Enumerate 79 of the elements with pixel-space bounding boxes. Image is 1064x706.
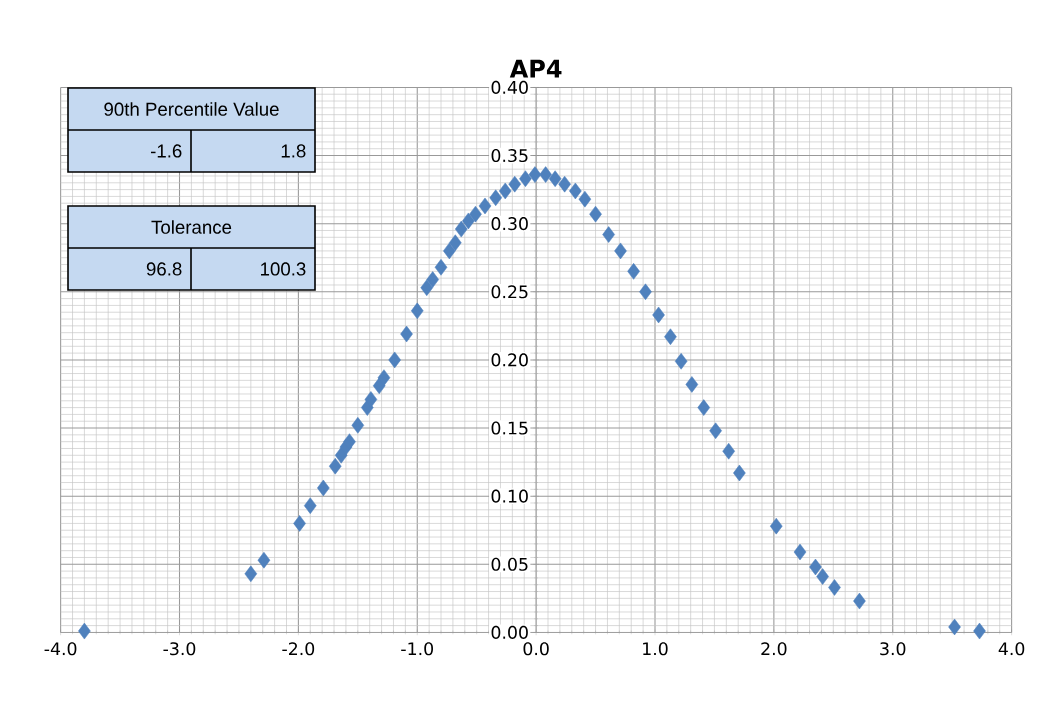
x-tick-label: -3.0 [163, 642, 196, 656]
y-tick-label: 0.10 [491, 489, 528, 503]
point [548, 170, 562, 187]
point [351, 417, 365, 434]
point [364, 391, 378, 408]
point [973, 622, 986, 640]
point [304, 497, 317, 514]
point [589, 205, 602, 223]
point [816, 568, 829, 585]
x-tick-label: 3.0 [880, 642, 906, 656]
point [528, 166, 542, 183]
x-tick-label: 4.0 [998, 642, 1025, 656]
x-tick-label: -4.0 [44, 642, 77, 656]
x-tick-label: -2.0 [282, 642, 315, 656]
point [317, 479, 330, 497]
chart-title: AP4 [509, 59, 562, 78]
point [602, 226, 615, 243]
y-tick-label: 0.35 [491, 148, 528, 163]
point [627, 263, 640, 280]
point [508, 175, 521, 193]
point [449, 234, 462, 252]
annotation: 1.8 [281, 144, 306, 158]
point [343, 433, 356, 450]
point [257, 551, 271, 569]
point [948, 618, 961, 636]
point [853, 592, 866, 610]
point [478, 197, 492, 215]
annotation: -1.6 [150, 144, 182, 158]
y-tick-label: 0.15 [491, 421, 528, 435]
point [539, 166, 552, 183]
point [828, 579, 841, 596]
point [443, 242, 456, 260]
point [434, 259, 448, 276]
point [809, 558, 822, 576]
point [793, 543, 807, 561]
point [426, 271, 439, 288]
point [498, 182, 512, 200]
point [769, 517, 783, 535]
point [519, 170, 532, 187]
point [377, 369, 391, 386]
annotation: 96.8 [146, 262, 182, 276]
point [578, 190, 592, 208]
y-tick-label: 0.05 [491, 557, 528, 571]
point [469, 205, 482, 223]
annotation: Tolerance [151, 220, 232, 234]
x-tick-label: 1.0 [643, 642, 668, 656]
annotation: 90th Percentile Value [104, 102, 279, 116]
y-tick-label: 0.00 [491, 625, 528, 639]
y-tick-label: 0.25 [491, 285, 528, 299]
point [388, 351, 401, 369]
point [709, 422, 722, 440]
y-tick-label: 0.30 [491, 217, 528, 231]
point [454, 220, 468, 238]
point [685, 376, 699, 393]
x-tick-label: -1.0 [401, 642, 434, 656]
point [697, 399, 711, 416]
point [410, 302, 424, 320]
x-tick-label: 0.0 [523, 642, 549, 656]
point [328, 457, 342, 475]
annotation: 100.3 [261, 262, 306, 276]
point [244, 565, 258, 583]
point [78, 622, 91, 640]
point [639, 283, 652, 301]
x-tick-label: 2.0 [761, 642, 787, 656]
point [489, 189, 502, 207]
point [614, 242, 627, 260]
point [664, 328, 677, 346]
point [558, 175, 571, 193]
point [462, 212, 475, 230]
y-tick-label: 0.20 [491, 353, 528, 367]
y-tick-label: 0.40 [491, 80, 528, 94]
point [652, 306, 665, 324]
point [420, 279, 434, 296]
point [293, 515, 306, 532]
point [400, 325, 413, 343]
point [674, 353, 688, 370]
point [722, 442, 735, 460]
point [733, 464, 746, 482]
point [569, 182, 582, 200]
